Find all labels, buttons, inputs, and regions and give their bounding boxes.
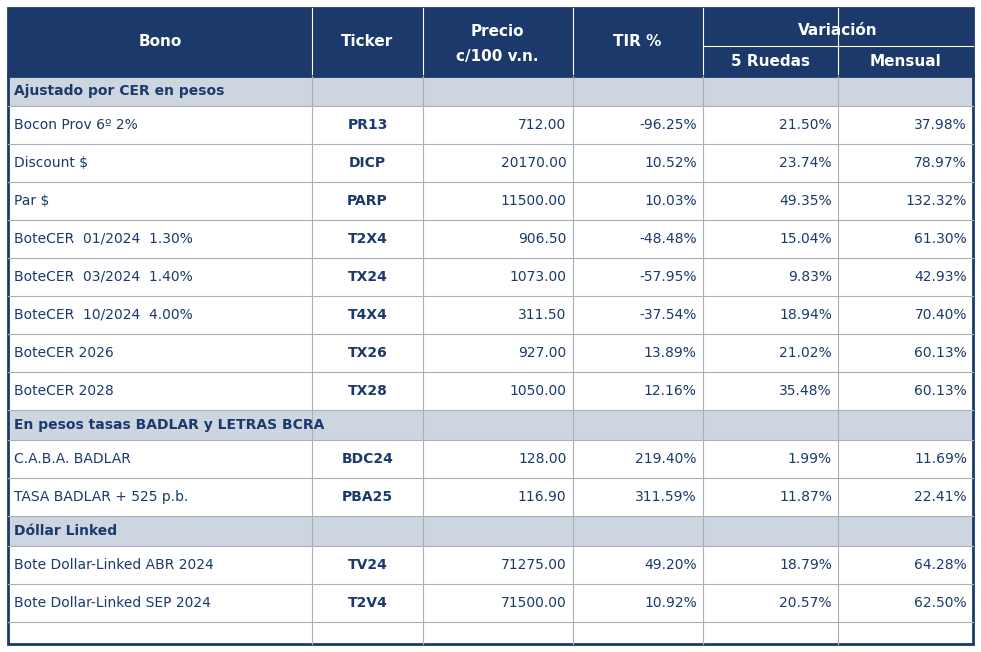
Text: 9.83%: 9.83%	[788, 270, 832, 284]
Text: 128.00: 128.00	[518, 452, 566, 466]
Text: TX28: TX28	[347, 384, 387, 398]
Bar	[8, 296, 973, 334]
Text: Bote Dollar-Linked ABR 2024: Bote Dollar-Linked ABR 2024	[14, 558, 214, 572]
Text: 20.57%: 20.57%	[779, 596, 832, 610]
Bar	[8, 182, 973, 220]
Text: 60.13%: 60.13%	[914, 384, 967, 398]
Text: 12.16%: 12.16%	[644, 384, 697, 398]
Bar	[8, 106, 973, 144]
Bar	[8, 334, 973, 372]
Text: BoteCER 2028: BoteCER 2028	[14, 384, 114, 398]
Text: 906.50: 906.50	[518, 232, 566, 246]
Text: 13.89%: 13.89%	[644, 346, 697, 360]
Text: -37.54%: -37.54%	[640, 308, 697, 322]
Text: 23.74%: 23.74%	[779, 156, 832, 170]
Bar	[8, 410, 973, 440]
Text: 11500.00: 11500.00	[500, 194, 566, 208]
Text: 49.20%: 49.20%	[645, 558, 697, 572]
Text: 60.13%: 60.13%	[914, 346, 967, 360]
Text: c/100 v.n.: c/100 v.n.	[456, 50, 539, 65]
Text: 22.41%: 22.41%	[914, 490, 967, 504]
Bar	[8, 546, 973, 584]
Text: 11.87%: 11.87%	[779, 490, 832, 504]
Text: Par $: Par $	[14, 194, 49, 208]
Text: 219.40%: 219.40%	[636, 452, 697, 466]
Bar	[8, 258, 973, 296]
Text: TV24: TV24	[347, 558, 387, 572]
Text: 11.69%: 11.69%	[914, 452, 967, 466]
Text: 10.52%: 10.52%	[645, 156, 697, 170]
Text: PBA25: PBA25	[342, 490, 393, 504]
Text: T4X4: T4X4	[347, 308, 387, 322]
Text: 61.30%: 61.30%	[914, 232, 967, 246]
Text: 10.92%: 10.92%	[645, 596, 697, 610]
Text: BoteCER  10/2024  4.00%: BoteCER 10/2024 4.00%	[14, 308, 192, 322]
Text: Mensual: Mensual	[869, 53, 942, 68]
Text: 311.50: 311.50	[518, 308, 566, 322]
Text: 1073.00: 1073.00	[509, 270, 566, 284]
Text: Precio: Precio	[471, 24, 525, 39]
Text: BDC24: BDC24	[341, 452, 393, 466]
Bar	[8, 144, 973, 182]
Text: 35.48%: 35.48%	[779, 384, 832, 398]
Text: BoteCER 2026: BoteCER 2026	[14, 346, 114, 360]
Text: 712.00: 712.00	[518, 118, 566, 132]
Text: C.A.B.A. BADLAR: C.A.B.A. BADLAR	[14, 452, 130, 466]
Text: TX24: TX24	[347, 270, 387, 284]
Text: 62.50%: 62.50%	[914, 596, 967, 610]
Text: 18.79%: 18.79%	[779, 558, 832, 572]
Text: 927.00: 927.00	[518, 346, 566, 360]
Text: Variación: Variación	[799, 23, 878, 38]
Bar	[8, 440, 973, 478]
Text: Bote Dollar-Linked SEP 2024: Bote Dollar-Linked SEP 2024	[14, 596, 211, 610]
Text: 64.28%: 64.28%	[914, 558, 967, 572]
Text: T2V4: T2V4	[347, 596, 387, 610]
Bar	[8, 220, 973, 258]
Text: 132.32%: 132.32%	[905, 194, 967, 208]
Text: Discount $: Discount $	[14, 156, 88, 170]
Text: 78.97%: 78.97%	[914, 156, 967, 170]
Text: 37.98%: 37.98%	[914, 118, 967, 132]
Text: -48.48%: -48.48%	[640, 232, 697, 246]
Text: Bocon Prov 6º 2%: Bocon Prov 6º 2%	[14, 118, 137, 132]
Text: -57.95%: -57.95%	[640, 270, 697, 284]
Text: 1050.00: 1050.00	[509, 384, 566, 398]
Text: -96.25%: -96.25%	[640, 118, 697, 132]
Text: PARP: PARP	[347, 194, 387, 208]
Text: TASA BADLAR + 525 p.b.: TASA BADLAR + 525 p.b.	[14, 490, 188, 504]
Text: 10.03%: 10.03%	[645, 194, 697, 208]
Text: 20170.00: 20170.00	[500, 156, 566, 170]
Text: 71275.00: 71275.00	[500, 558, 566, 572]
Text: 311.59%: 311.59%	[635, 490, 697, 504]
Text: PR13: PR13	[347, 118, 387, 132]
Text: 18.94%: 18.94%	[779, 308, 832, 322]
Text: 21.50%: 21.50%	[779, 118, 832, 132]
Text: TIR %: TIR %	[613, 35, 662, 50]
Text: DICP: DICP	[349, 156, 387, 170]
Text: 21.02%: 21.02%	[779, 346, 832, 360]
Text: 42.93%: 42.93%	[914, 270, 967, 284]
Bar	[8, 8, 973, 76]
Bar	[8, 478, 973, 516]
Text: Ajustado por CER en pesos: Ajustado por CER en pesos	[14, 84, 225, 98]
Bar	[8, 372, 973, 410]
Text: En pesos tasas BADLAR y LETRAS BCRA: En pesos tasas BADLAR y LETRAS BCRA	[14, 418, 325, 432]
Text: BoteCER  03/2024  1.40%: BoteCER 03/2024 1.40%	[14, 270, 192, 284]
Text: Dóllar Linked: Dóllar Linked	[14, 524, 117, 538]
Text: BoteCER  01/2024  1.30%: BoteCER 01/2024 1.30%	[14, 232, 193, 246]
Text: 70.40%: 70.40%	[914, 308, 967, 322]
Text: 49.35%: 49.35%	[779, 194, 832, 208]
Text: 71500.00: 71500.00	[500, 596, 566, 610]
Bar	[8, 584, 973, 622]
Text: TX26: TX26	[347, 346, 387, 360]
Text: Ticker: Ticker	[341, 35, 393, 50]
Text: 5 Ruedas: 5 Ruedas	[731, 53, 810, 68]
Text: 1.99%: 1.99%	[788, 452, 832, 466]
Bar	[8, 76, 973, 106]
Text: T2X4: T2X4	[347, 232, 387, 246]
Bar	[8, 516, 973, 546]
Text: Bono: Bono	[138, 35, 181, 50]
Text: 116.90: 116.90	[518, 490, 566, 504]
Text: 15.04%: 15.04%	[779, 232, 832, 246]
